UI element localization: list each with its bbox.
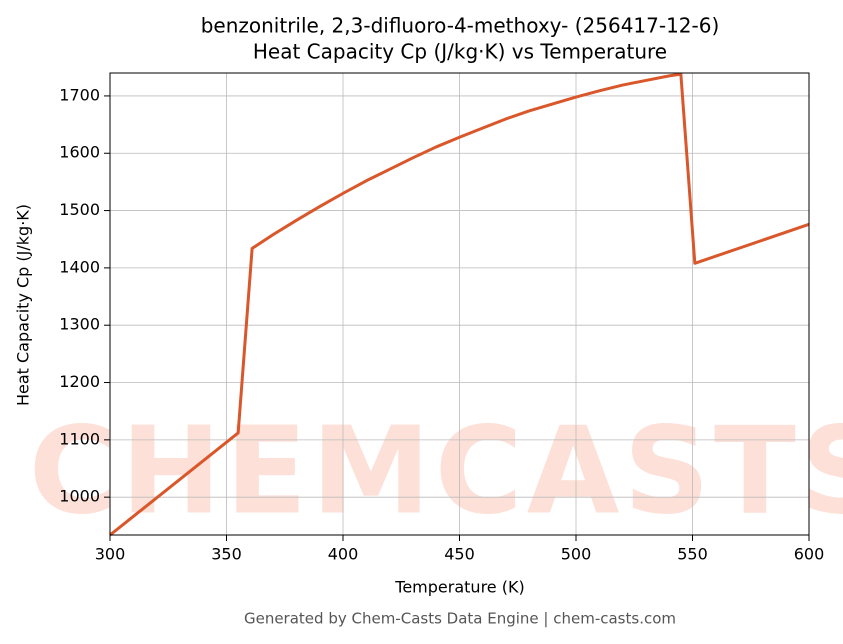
x-tick-label: 550: [677, 545, 708, 564]
x-tick-label: 500: [561, 545, 592, 564]
x-axis-label: Temperature (K): [394, 578, 524, 597]
x-tick-label: 350: [211, 545, 242, 564]
chart-title: benzonitrile, 2,3-difluoro-4-methoxy- (2…: [201, 14, 720, 38]
x-tick-label: 600: [794, 545, 825, 564]
y-axis-label: Heat Capacity Cp (J/kg·K): [14, 204, 33, 406]
y-tick-label: 1100: [59, 429, 100, 448]
y-tick-label: 1200: [59, 372, 100, 391]
y-tick-label: 1400: [59, 257, 100, 276]
x-tick-label: 450: [444, 545, 475, 564]
y-tick-label: 1600: [59, 143, 100, 162]
y-tick-label: 1300: [59, 315, 100, 334]
y-tick-label: 1700: [59, 85, 100, 104]
data-line: [109, 72, 810, 537]
y-tick-label: 1500: [59, 200, 100, 219]
plot-frame: [109, 72, 810, 536]
x-tick-label: 400: [328, 545, 359, 564]
footer: Generated by Chem-Casts Data Engine | ch…: [244, 610, 676, 628]
y-tick-label: 1000: [59, 487, 100, 506]
x-tick-label: 300: [95, 545, 126, 564]
chart-subtitle: Heat Capacity Cp (J/kg·K) vs Temperature: [253, 40, 667, 64]
watermark: CHEMCASTS: [29, 403, 843, 542]
